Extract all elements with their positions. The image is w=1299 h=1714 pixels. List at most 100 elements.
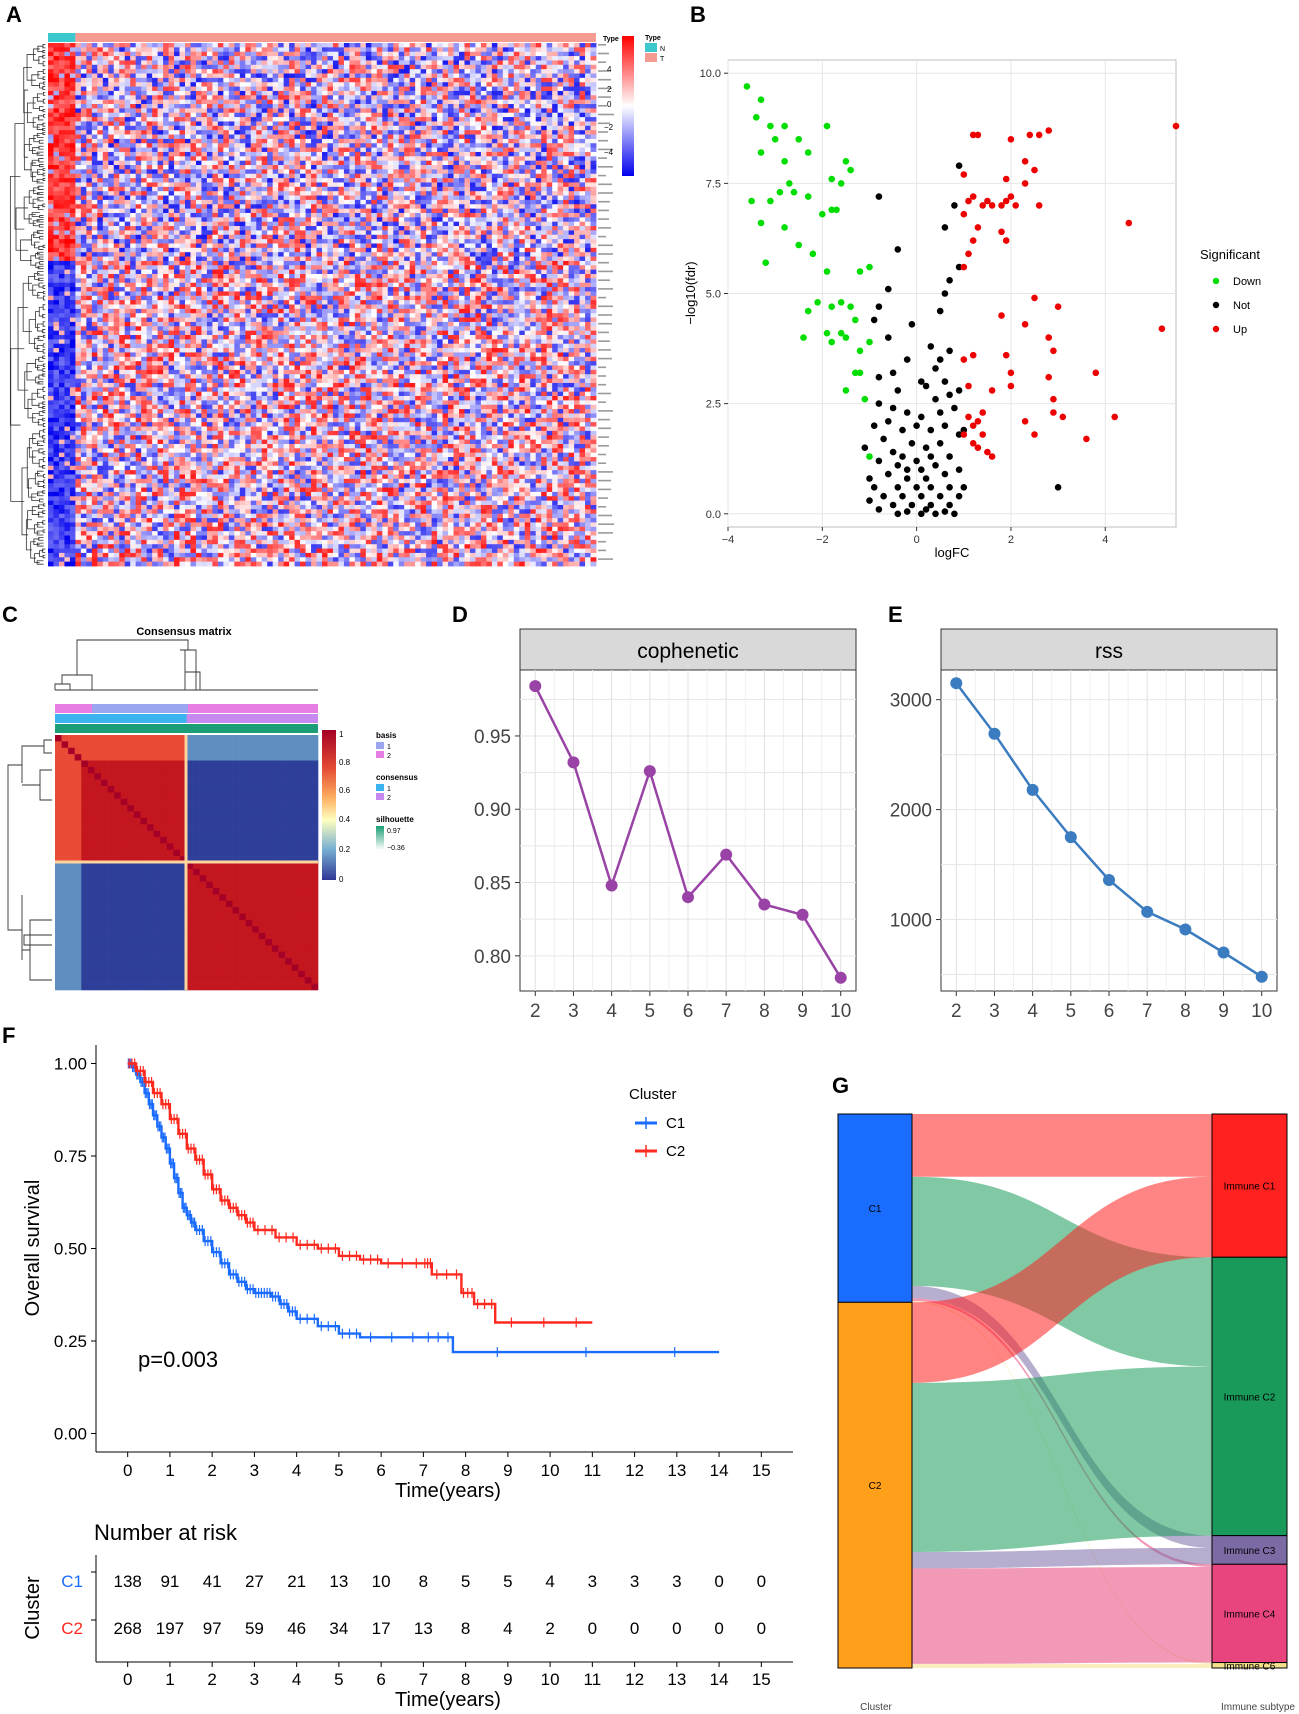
heatmap-cell <box>371 95 378 101</box>
heatmap-cell <box>535 199 542 205</box>
heatmap-cell <box>86 47 93 53</box>
heatmap-cell <box>267 108 274 114</box>
heatmap-cell <box>360 208 367 214</box>
heatmap-cell <box>491 82 498 87</box>
heatmap-cell <box>469 69 476 74</box>
heatmap-cell <box>486 226 493 231</box>
heatmap-cell <box>53 69 60 74</box>
heatmap-cell <box>97 138 104 144</box>
heatmap-cell <box>80 186 87 192</box>
heatmap-cell <box>267 182 274 188</box>
heatmap-cell <box>91 90 98 96</box>
heatmap-cell <box>190 117 197 122</box>
heatmap-cell <box>239 90 246 96</box>
heatmap-cell <box>261 226 268 231</box>
heatmap-cell <box>163 243 169 249</box>
heatmap-cell <box>420 199 427 205</box>
heatmap-row-dendrogram <box>9 44 46 565</box>
heatmap-cell <box>69 73 76 79</box>
heatmap-cell <box>349 247 356 253</box>
heatmap-cell <box>585 69 591 74</box>
heatmap-cell <box>332 143 339 148</box>
heatmap-cell <box>524 221 531 227</box>
heatmap-cell <box>195 104 202 109</box>
heatmap-cell <box>365 208 372 214</box>
heatmap-cell <box>322 191 328 196</box>
heatmap-cell <box>360 165 367 170</box>
heatmap-cell <box>475 56 482 61</box>
heatmap-cell <box>541 73 548 79</box>
heatmap-cell <box>497 125 504 131</box>
heatmap-cells <box>48 43 597 567</box>
heatmap-cell <box>376 112 383 118</box>
heatmap-cell <box>294 156 301 162</box>
heatmap-cell <box>228 112 235 118</box>
heatmap-cell <box>311 108 317 114</box>
heatmap-cell <box>97 86 104 92</box>
heatmap-cell <box>464 51 471 57</box>
heatmap-cell <box>53 138 60 144</box>
heatmap-cell <box>179 239 186 244</box>
heatmap-cell <box>174 104 180 109</box>
heatmap-cell <box>130 56 137 61</box>
heatmap-cell <box>541 47 548 53</box>
heatmap-cell <box>316 47 323 53</box>
heatmap-cell <box>365 169 372 175</box>
heatmap-cell <box>541 217 548 223</box>
heatmap-cell <box>398 186 405 192</box>
heatmap-cell <box>486 108 493 114</box>
heatmap-cell <box>185 147 191 153</box>
heatmap-cell <box>316 230 323 236</box>
heatmap-cell <box>195 82 202 87</box>
heatmap-cell <box>387 169 394 175</box>
heatmap-cell <box>563 143 569 148</box>
heatmap-cell <box>448 195 454 201</box>
heatmap-cell <box>365 234 372 240</box>
heatmap-cell <box>185 134 191 140</box>
heatmap-cell <box>585 86 591 92</box>
heatmap-cell <box>185 243 191 249</box>
heatmap-cell <box>305 151 312 157</box>
heatmap-cell <box>157 178 164 183</box>
heatmap-cell <box>480 230 487 236</box>
heatmap-cell <box>157 191 164 196</box>
heatmap-cell <box>201 104 208 109</box>
heatmap-cell <box>475 125 482 131</box>
heatmap-cell <box>195 173 202 179</box>
heatmap-cell <box>206 208 213 214</box>
heatmap-cell <box>387 117 394 122</box>
heatmap-cell <box>69 230 76 236</box>
heatmap-cell <box>568 134 575 140</box>
heatmap-cell <box>185 43 191 48</box>
heatmap-cell <box>415 186 422 192</box>
heatmap-cell <box>426 217 432 223</box>
heatmap-cell <box>530 191 537 196</box>
heatmap-cell <box>289 143 295 148</box>
heatmap-cell <box>64 221 71 227</box>
heatmap-cell <box>590 95 597 101</box>
heatmap-cell <box>530 47 537 53</box>
heatmap-cell <box>245 156 252 162</box>
heatmap-cell <box>585 247 591 253</box>
heatmap-cell <box>448 60 454 66</box>
heatmap-cell <box>278 195 285 201</box>
heatmap-cell <box>228 143 235 148</box>
heatmap-cell <box>415 112 422 118</box>
heatmap-cell <box>469 212 476 218</box>
heatmap-cell <box>332 186 339 192</box>
heatmap-cell <box>431 86 438 92</box>
heatmap-cell <box>508 156 515 162</box>
heatmap-cell <box>464 169 471 175</box>
heatmap-cell <box>398 208 405 214</box>
heatmap-cell <box>135 143 142 148</box>
heatmap-cell <box>426 104 432 109</box>
heatmap-cell <box>146 239 153 244</box>
heatmap-cell <box>256 138 263 144</box>
heatmap-cell <box>502 134 509 140</box>
heatmap-cell <box>387 226 394 231</box>
heatmap-cell <box>585 147 591 153</box>
heatmap-cell <box>234 226 241 231</box>
heatmap-cell <box>212 221 219 227</box>
heatmap-cell <box>234 90 241 96</box>
heatmap-cell <box>541 239 548 244</box>
